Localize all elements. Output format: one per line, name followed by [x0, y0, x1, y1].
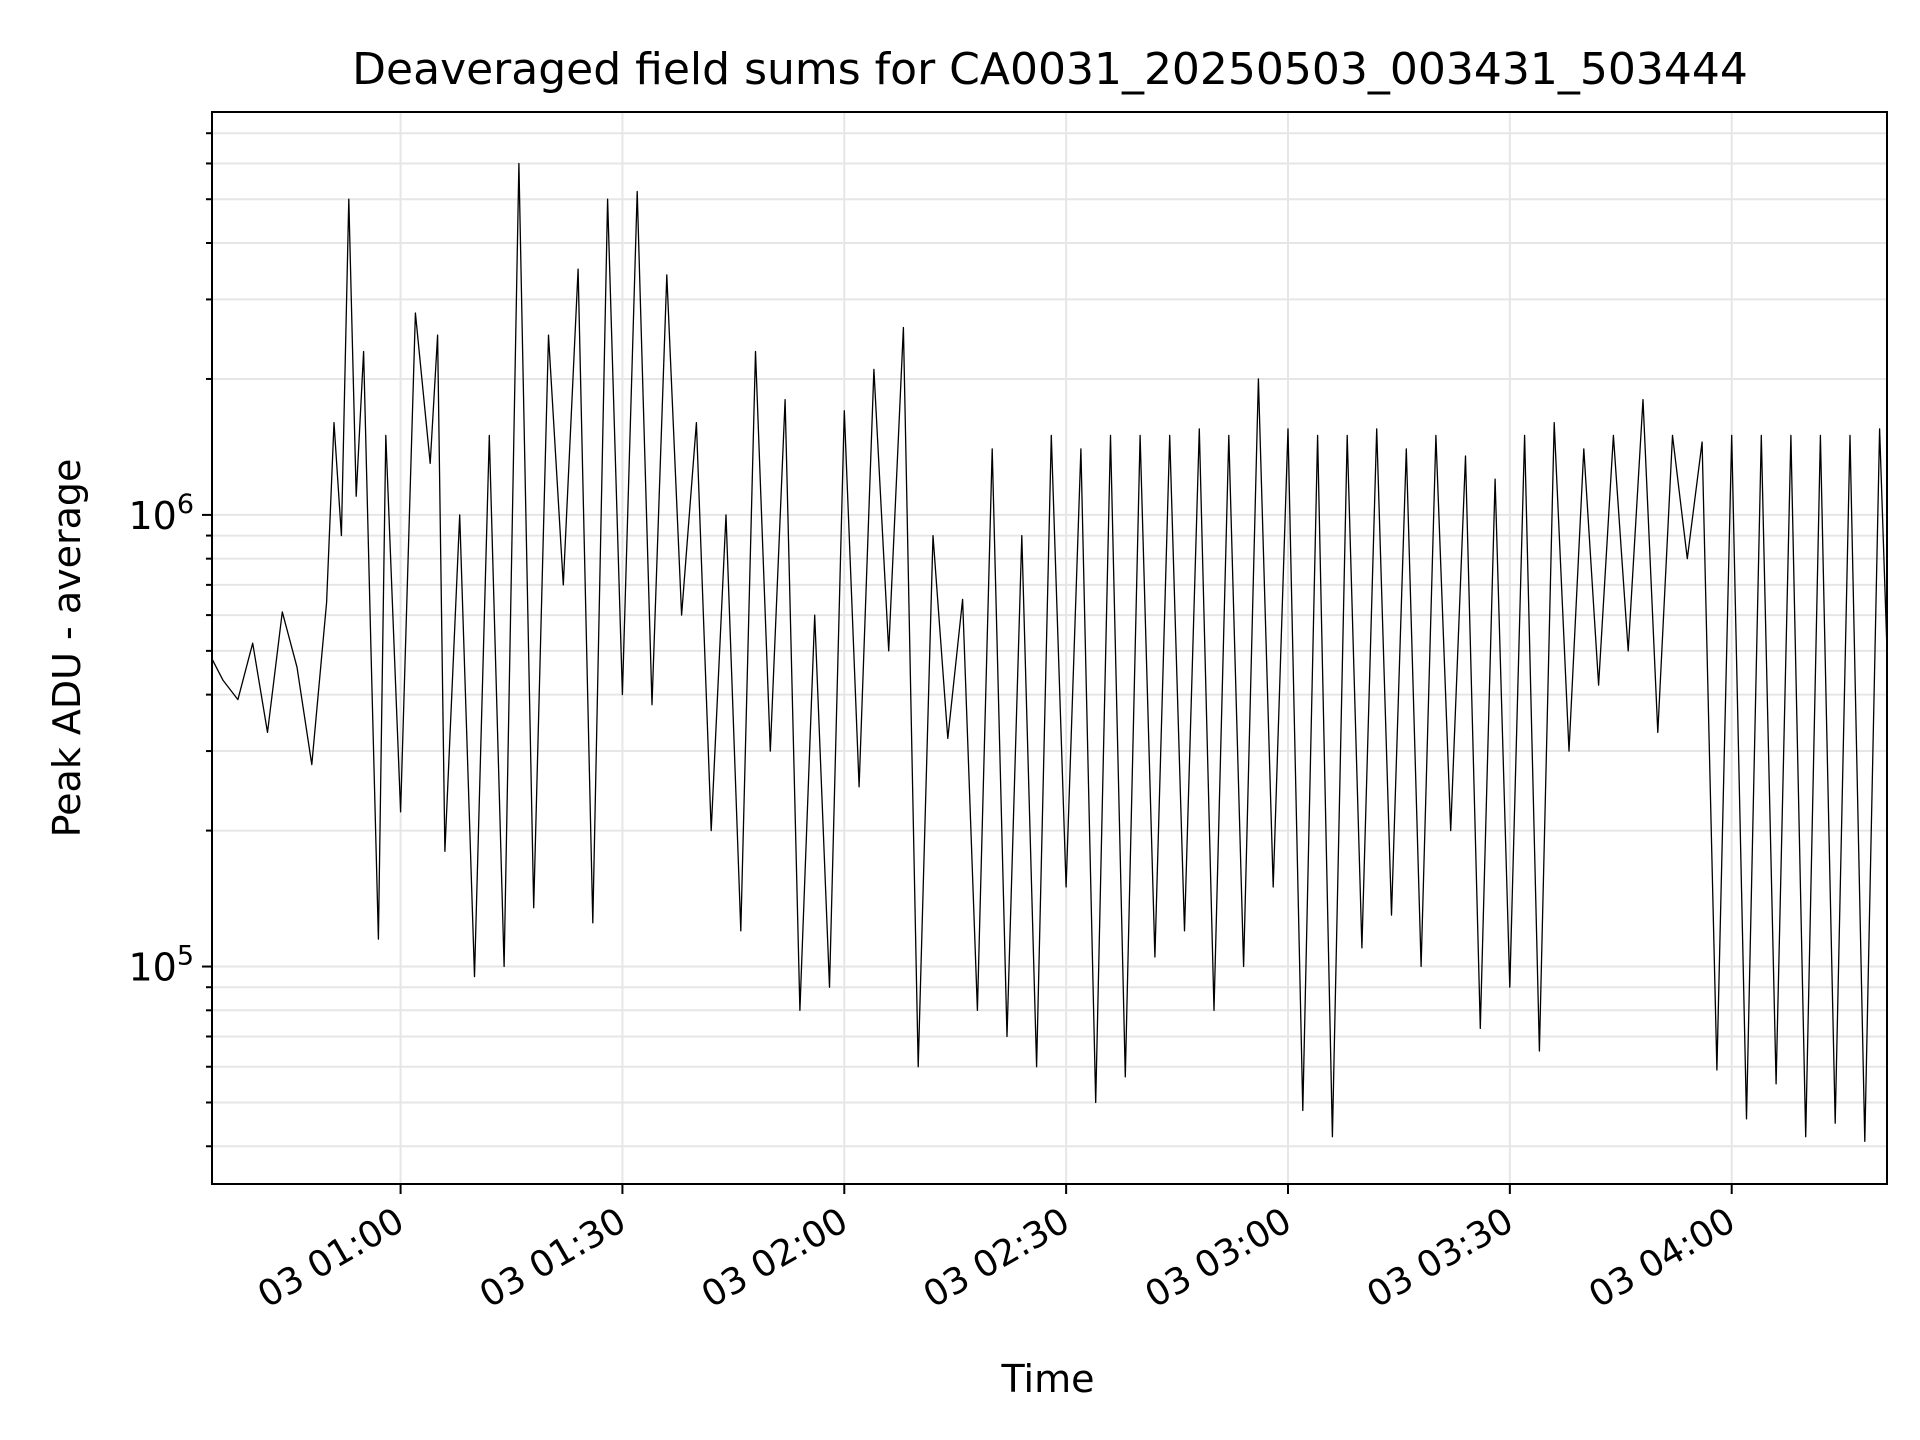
series-line-0: [211, 162, 1888, 1143]
plot-line-group: [211, 162, 1888, 1143]
x-axis-label: Time: [1001, 1357, 1095, 1401]
y-tick-label: 106: [128, 489, 194, 538]
y-tick-label: 105: [128, 941, 194, 990]
plot-frame: [211, 111, 1888, 1185]
chart-title: Deaveraged field sums for CA0031_2025050…: [352, 44, 1748, 95]
y-axis-label: Peak ADU - average: [45, 459, 89, 838]
y-axis: 105 106: [128, 132, 212, 1148]
grid: [212, 112, 1887, 1184]
